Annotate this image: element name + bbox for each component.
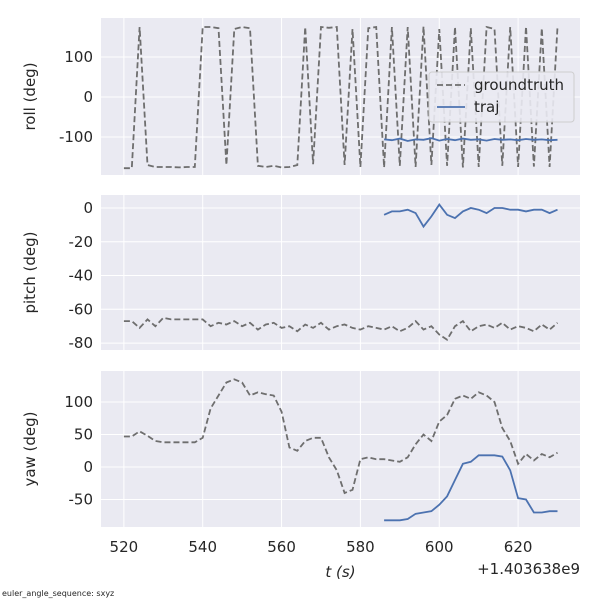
x-tick-label: 620 [504,538,533,556]
x-tick-label: 560 [267,538,296,556]
x-tick-label: 520 [110,538,139,556]
series-line [384,454,558,522]
y-tick-label: -100 [59,128,93,146]
y-tick-label: 0 [83,199,93,217]
y-tick-label: 100 [64,48,93,66]
y-tick-label: -60 [69,300,94,318]
y-axis-label: roll (deg) [21,62,39,130]
x-tick-label: 600 [425,538,454,556]
y-tick-label: 0 [83,88,93,106]
series-line [384,137,558,142]
plot-area [101,371,580,527]
x-axis-label: t (s) [325,563,355,581]
x-tick-label: 540 [188,538,217,556]
y-tick-label: 100 [64,393,93,411]
x-offset: +1.403638e9 [477,560,580,578]
y-tick-label: 50 [74,426,93,444]
y-tick-label: -20 [69,233,94,251]
y-tick-label: 0 [83,458,93,476]
y-tick-label: -50 [69,491,94,509]
y-axis-label: yaw (deg) [21,411,39,486]
series-line [383,203,558,229]
footer: euler_angle_sequence: sxyz [2,589,114,598]
y-tick-label: -40 [69,267,94,285]
legend-box [428,71,575,123]
series-line [123,378,558,495]
y-axis-label: pitch (deg) [21,231,39,313]
y-tick-label: -80 [69,334,94,352]
x-tick-label: 580 [346,538,375,556]
series-line [123,25,559,170]
legend-label: traj [474,98,499,116]
legend-label: groundtruth [474,76,564,94]
series-line [123,316,559,341]
